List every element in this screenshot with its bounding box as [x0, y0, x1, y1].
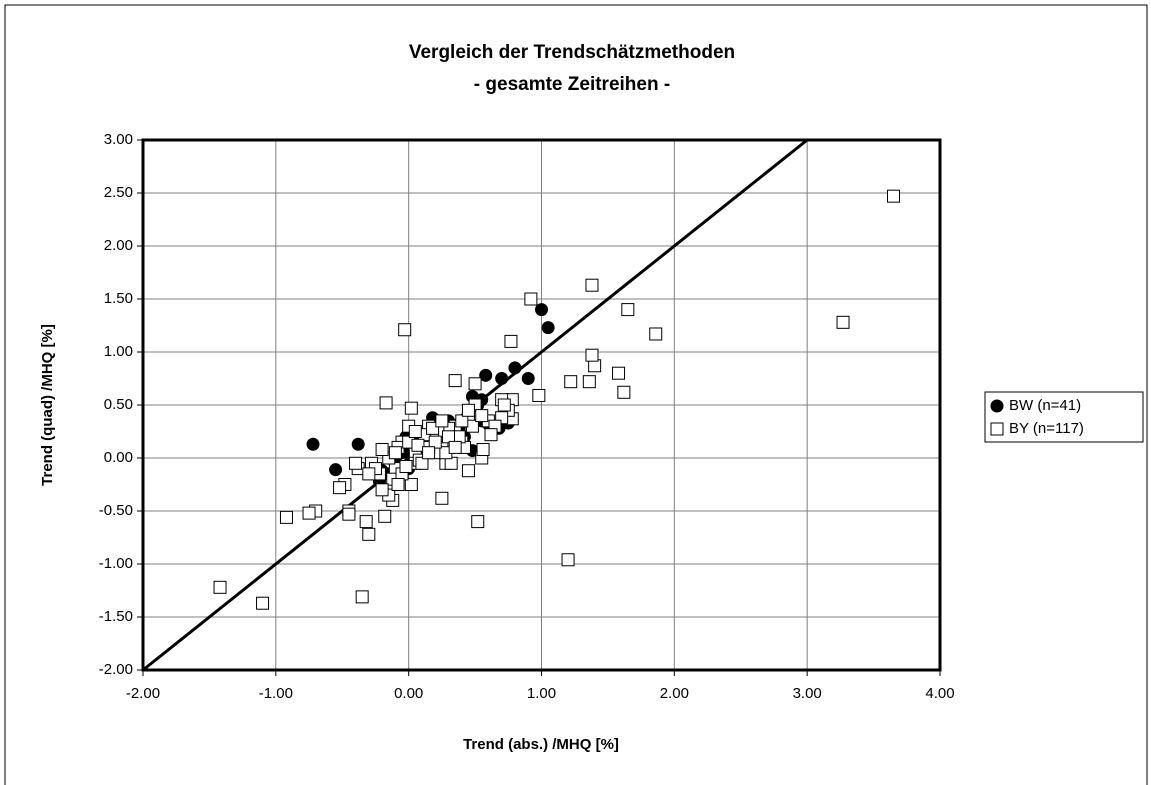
- x-tick-label: -2.00: [126, 685, 160, 702]
- data-point: [398, 323, 412, 337]
- data-point: [532, 388, 546, 402]
- y-tick-label: -0.50: [99, 502, 133, 519]
- y-axis-label: Trend (quad) /MHQ [%]: [39, 324, 56, 486]
- data-point: [302, 506, 316, 520]
- data-point: [404, 478, 418, 491]
- data-point: [521, 372, 535, 385]
- data-point: [411, 438, 425, 452]
- chart-subtitle: - gesamte Zeitreihen -: [474, 74, 670, 95]
- legend-marker: [990, 399, 1004, 413]
- data-point: [342, 507, 356, 521]
- data-point: [476, 443, 490, 457]
- data-point: [379, 396, 393, 410]
- data-point: [388, 446, 402, 460]
- chart-title: Vergleich der Trendschätzmethoden: [409, 42, 735, 63]
- data-point: [612, 366, 626, 380]
- x-tick-label: 4.00: [925, 685, 954, 702]
- data-point: [422, 446, 436, 460]
- data-point: [508, 361, 522, 375]
- x-tick-label: 3.00: [793, 685, 822, 702]
- data-point: [435, 491, 449, 505]
- data-point: [535, 303, 548, 317]
- legend-marker: [990, 422, 1004, 436]
- legend-box: [984, 391, 1144, 443]
- data-point: [621, 303, 635, 317]
- data-point: [375, 483, 389, 497]
- y-tick-label: 3.00: [104, 131, 133, 148]
- data-point: [448, 374, 462, 388]
- data-point: [279, 510, 293, 524]
- legend-label: BY (n=117): [1009, 420, 1084, 437]
- data-point: [355, 590, 369, 604]
- data-point: [448, 440, 462, 454]
- y-tick-label: -1.00: [99, 555, 133, 572]
- data-point: [378, 509, 392, 523]
- legend-label: BW (n=41): [1009, 397, 1081, 414]
- data-point: [471, 515, 485, 529]
- data-point: [415, 456, 429, 470]
- data-point: [461, 403, 475, 417]
- data-point: [468, 377, 482, 391]
- data-point: [333, 481, 347, 495]
- data-point: [887, 189, 901, 203]
- data-point: [359, 515, 373, 529]
- y-tick-label: -2.00: [99, 661, 133, 678]
- y-tick-label: 2.00: [104, 237, 133, 254]
- data-point: [582, 375, 596, 389]
- y-tick-label: 1.50: [104, 290, 133, 307]
- data-point: [585, 348, 599, 362]
- data-point: [497, 398, 511, 412]
- data-point: [585, 278, 599, 292]
- data-point: [442, 430, 456, 444]
- data-point: [351, 437, 365, 451]
- data-point: [306, 437, 320, 451]
- x-tick-label: -1.00: [259, 685, 293, 702]
- data-point: [408, 425, 422, 438]
- plot-border: [141, 138, 942, 672]
- y-tick-label: 0.00: [104, 449, 133, 466]
- y-tick-label: -1.50: [99, 608, 133, 625]
- data-point: [329, 463, 343, 477]
- x-tick-label: 1.00: [527, 685, 556, 702]
- data-point: [391, 478, 405, 491]
- data-point: [617, 385, 631, 399]
- data-point: [504, 334, 518, 348]
- data-point: [455, 414, 469, 428]
- y-tick-label: 0.50: [104, 396, 133, 413]
- data-point: [461, 464, 475, 478]
- data-point: [524, 292, 538, 306]
- data-point: [213, 580, 227, 594]
- y-tick-label: 2.50: [104, 184, 133, 201]
- data-point: [256, 596, 270, 610]
- y-tick-label: 1.00: [104, 343, 133, 360]
- data-point: [362, 527, 376, 541]
- data-point: [479, 368, 493, 382]
- data-point: [428, 435, 442, 449]
- data-point: [836, 315, 850, 329]
- x-axis-label: Trend (abs.) /MHQ [%]: [463, 736, 619, 753]
- data-point: [561, 553, 575, 567]
- data-point: [362, 467, 376, 481]
- data-point: [649, 327, 663, 341]
- data-point: [495, 372, 509, 385]
- data-point: [541, 321, 555, 335]
- data-point: [399, 459, 413, 473]
- x-tick-label: 0.00: [394, 685, 423, 702]
- data-point: [484, 428, 498, 442]
- data-point: [375, 443, 389, 457]
- data-point: [564, 375, 578, 389]
- data-point: [475, 409, 489, 423]
- data-point: [404, 401, 418, 415]
- data-point: [435, 414, 449, 428]
- data-point: [349, 456, 363, 470]
- x-tick-label: 2.00: [660, 685, 689, 702]
